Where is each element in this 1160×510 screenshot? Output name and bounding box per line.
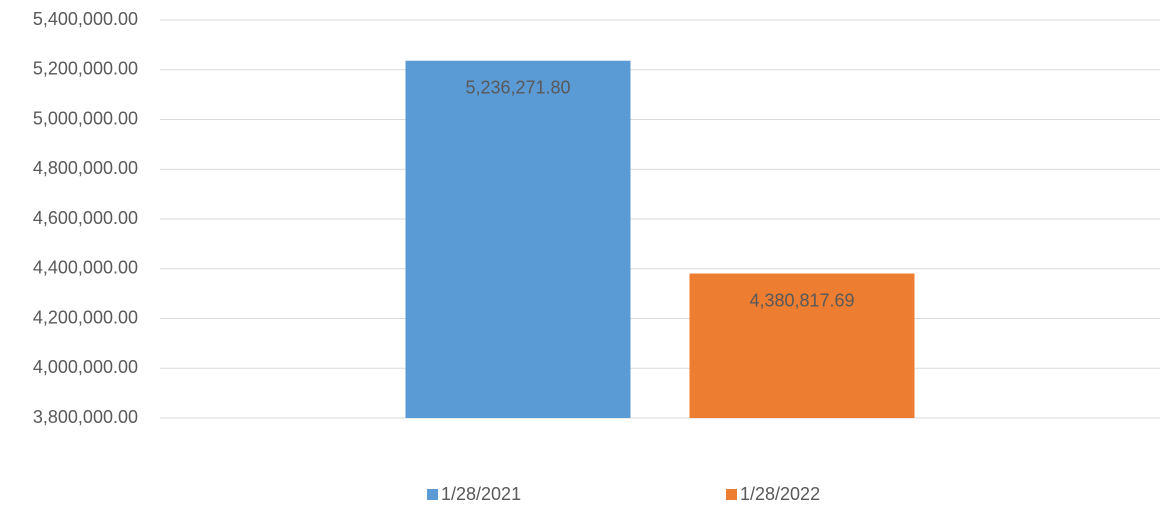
y-tick-label: 3,800,000.00 bbox=[33, 407, 138, 427]
legend-label: 1/28/2022 bbox=[740, 484, 820, 504]
legend-swatch bbox=[427, 489, 438, 500]
y-tick-label: 4,600,000.00 bbox=[33, 208, 138, 228]
y-tick-label: 4,800,000.00 bbox=[33, 158, 138, 178]
y-tick-label: 5,200,000.00 bbox=[33, 59, 138, 79]
bar bbox=[405, 60, 631, 419]
data-label: 4,380,817.69 bbox=[749, 290, 854, 310]
legend-swatch bbox=[726, 489, 737, 500]
y-tick-label: 5,400,000.00 bbox=[33, 9, 138, 29]
y-tick-label: 4,400,000.00 bbox=[33, 258, 138, 278]
data-label: 5,236,271.80 bbox=[465, 77, 570, 97]
y-tick-label: 4,200,000.00 bbox=[33, 307, 138, 327]
bar bbox=[689, 273, 915, 418]
y-tick-label: 5,000,000.00 bbox=[33, 108, 138, 128]
y-tick-label: 4,000,000.00 bbox=[33, 357, 138, 377]
legend-label: 1/28/2021 bbox=[441, 484, 521, 504]
